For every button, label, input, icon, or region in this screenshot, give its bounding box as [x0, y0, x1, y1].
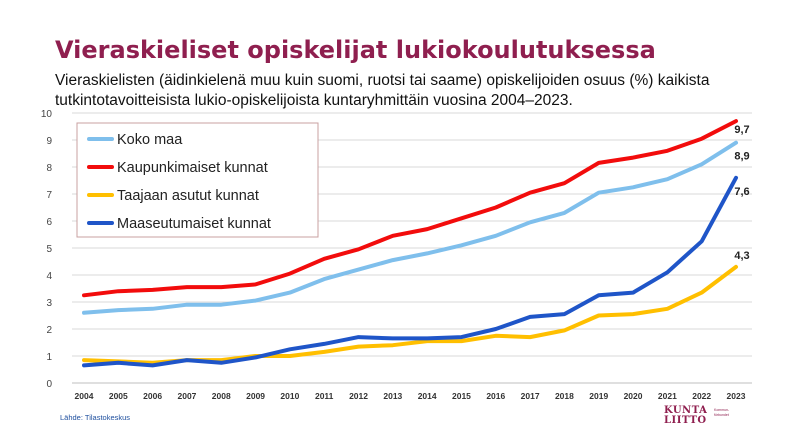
- x-tick-label: 2014: [418, 391, 437, 401]
- y-tick-label: 5: [46, 244, 52, 255]
- end-labels: 8,9 9,7 4,3 7,6: [734, 124, 749, 262]
- x-tick-label: 2005: [109, 391, 128, 401]
- series-lines: [82, 119, 738, 368]
- y-tick-label: 2: [46, 325, 52, 336]
- end-value-label: 8,9: [734, 151, 749, 163]
- x-tick-label: 2012: [349, 391, 368, 401]
- y-tick-label: 3: [46, 298, 52, 309]
- x-axis-ticks: 2004 2005 2006 2007 2008 2009 2010 2011 2012 2013…: [75, 391, 746, 401]
- x-tick-label: 2013: [383, 391, 402, 401]
- y-tick-label: 4: [46, 271, 52, 282]
- end-value-label: 4,3: [734, 250, 749, 262]
- x-tick-label: 2009: [246, 391, 265, 401]
- y-tick-label: 7: [46, 190, 52, 201]
- x-tick-label: 2015: [452, 391, 471, 401]
- legend-label: Maaseutumaiset kunnat: [117, 216, 271, 232]
- x-tick-label: 2010: [280, 391, 299, 401]
- x-tick-label: 2007: [177, 391, 196, 401]
- logo-sub-2: förbundet: [714, 413, 729, 417]
- logo-wordmark: KUNTA LIITTO: [664, 406, 707, 426]
- y-tick-label: 9: [46, 136, 52, 147]
- x-tick-label: 2021: [658, 391, 677, 401]
- x-tick-label: 2017: [521, 391, 540, 401]
- source-note: Lähde: Tilastokeskus: [60, 413, 131, 422]
- x-tick-label: 2016: [486, 391, 505, 401]
- page-title: Vieraskieliset opiskelijat lukiokoulutuk…: [55, 36, 656, 64]
- x-tick-label: 2006: [143, 391, 162, 401]
- legend-label: Taajaan asutut kunnat: [117, 188, 259, 204]
- series-line: [82, 140, 738, 315]
- legend-label: Koko maa: [117, 132, 183, 148]
- y-axis-ticks: 0 1 2 3 4 5 6 7 8 9 10: [41, 109, 53, 390]
- legend-box: [76, 122, 319, 238]
- chart-legend: Koko maa Kaupunkimaiset kunnat Taajaan asu…: [76, 122, 319, 238]
- page-subtitle: Vieraskielisten (äidinkielenä muu kuin s…: [55, 72, 710, 109]
- end-value-label: 9,7: [734, 124, 749, 136]
- legend-label: Kaupunkimaiset kunnat: [117, 160, 268, 176]
- end-value-label: 7,6: [734, 186, 749, 198]
- y-tick-label: 8: [46, 163, 52, 174]
- logo-sub-1: Kommun-: [714, 408, 730, 412]
- series-line: [82, 264, 738, 365]
- x-tick-label: 2011: [315, 391, 334, 401]
- y-tick-label: 0: [46, 379, 52, 390]
- y-tick-label: 10: [41, 109, 53, 120]
- x-tick-label: 2022: [692, 391, 711, 401]
- x-tick-label: 2008: [212, 391, 231, 401]
- logo-line-1: KUNTA: [664, 405, 708, 416]
- y-tick-label: 6: [46, 217, 52, 228]
- series-line: [82, 119, 738, 298]
- x-tick-label: 2023: [727, 391, 746, 401]
- x-tick-label: 2004: [75, 391, 94, 401]
- y-tick-label: 1: [46, 352, 52, 363]
- x-tick-label: 2018: [555, 391, 574, 401]
- kuntaliitto-logo: KUNTA LIITTO Kommun- förbundet: [664, 406, 754, 430]
- series-line: [82, 175, 738, 368]
- logo-line-2: LIITTO: [664, 415, 707, 426]
- x-tick-label: 2020: [624, 391, 643, 401]
- logo-subtext: Kommun- förbundet: [714, 408, 744, 418]
- x-tick-label: 2019: [589, 391, 608, 401]
